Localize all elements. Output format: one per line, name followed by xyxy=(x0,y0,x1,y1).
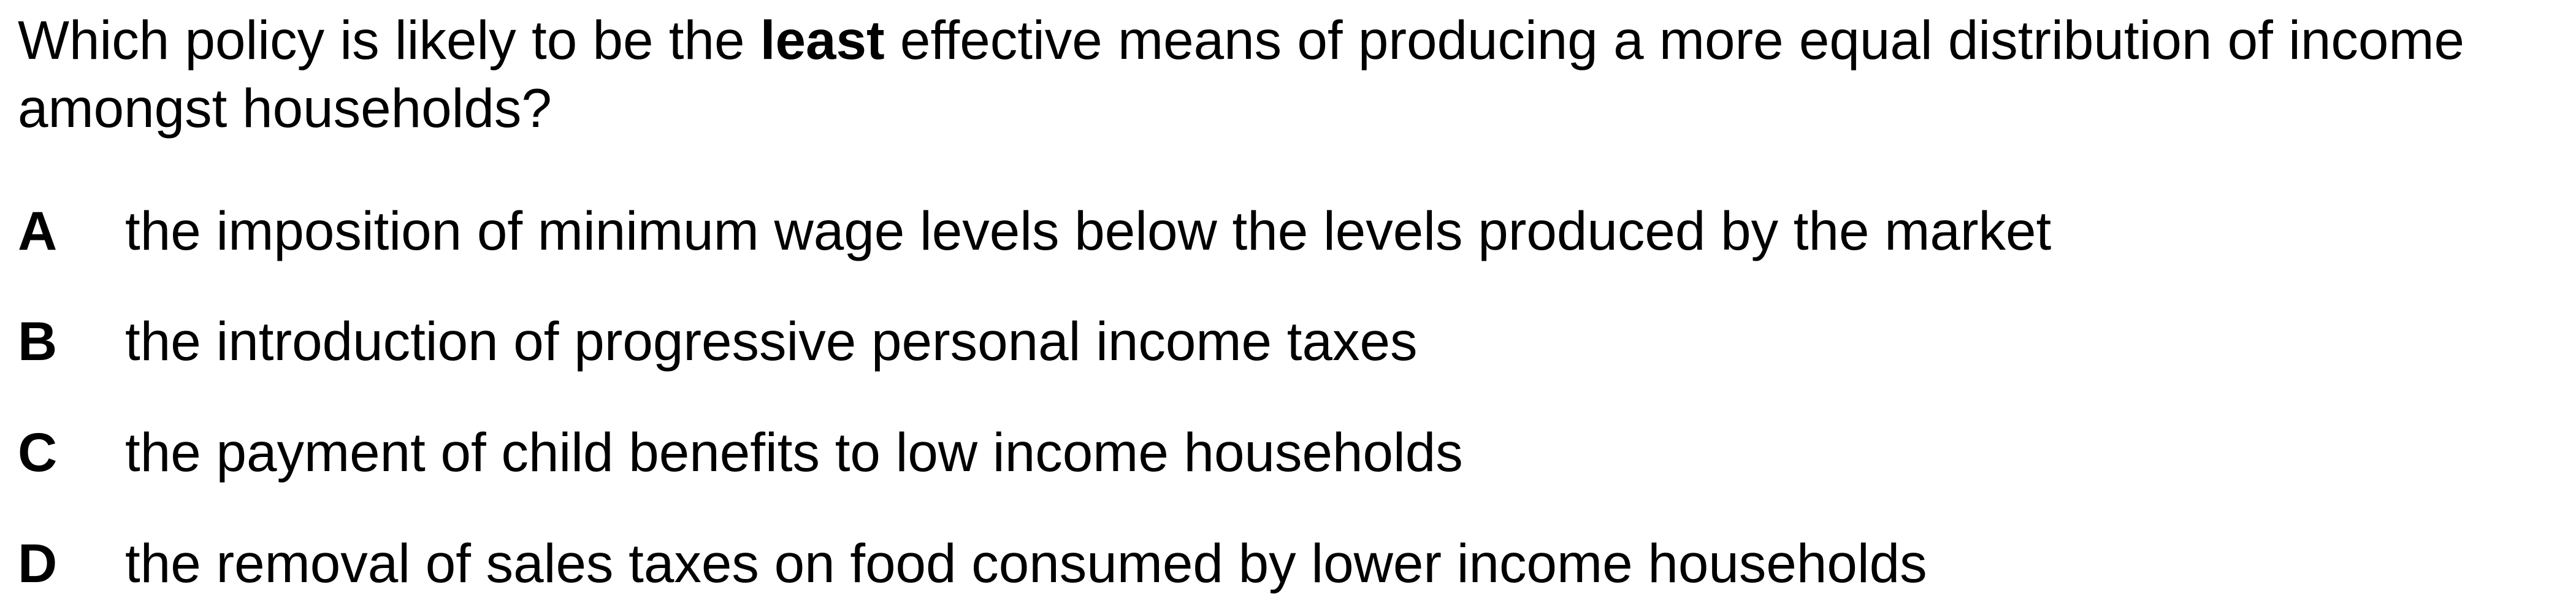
option-letter: C xyxy=(18,421,58,483)
option-text: the payment of child benefits to low inc… xyxy=(125,421,1463,483)
option-letter: D xyxy=(18,532,58,594)
option-text: the introduction of progressive personal… xyxy=(125,310,1418,372)
question-text: Which policy is likely to be the least e… xyxy=(18,6,2464,142)
question-text-end: effective means of producing a more equa… xyxy=(18,9,2465,139)
option-letter: B xyxy=(18,310,58,372)
question-text-start: Which policy is likely to be the xyxy=(18,9,760,71)
question-emphasis: least xyxy=(760,9,885,71)
option-text: the removal of sales taxes on food consu… xyxy=(125,532,1927,594)
option-letter: A xyxy=(18,200,58,261)
option-text: the imposition of minimum wage levels be… xyxy=(125,200,2052,261)
